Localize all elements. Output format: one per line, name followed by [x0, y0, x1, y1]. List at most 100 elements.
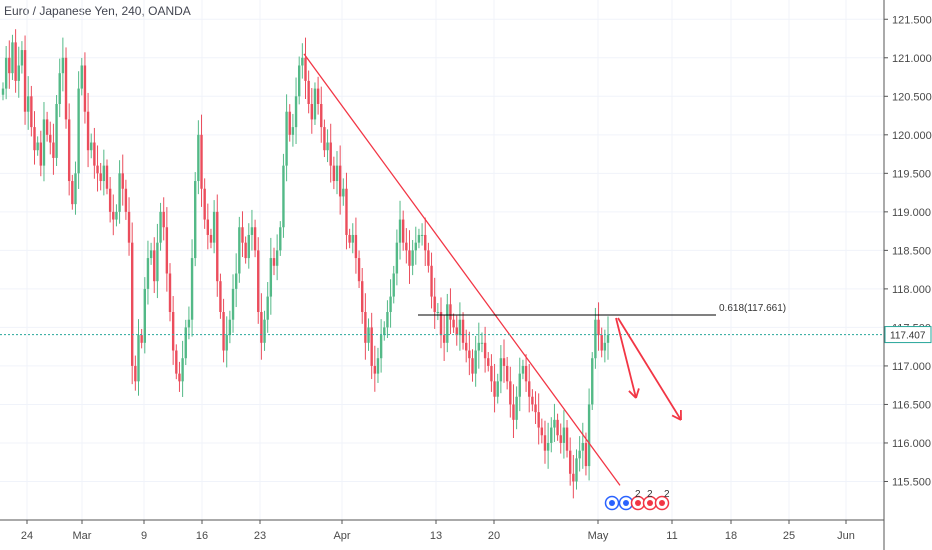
candle[interactable] [502, 358, 506, 366]
candle[interactable] [14, 42, 17, 81]
candle[interactable] [528, 381, 531, 397]
candle[interactable] [550, 427, 553, 443]
candle[interactable] [543, 435, 547, 451]
candle[interactable] [294, 96, 298, 128]
candle[interactable] [153, 250, 156, 282]
candle[interactable] [39, 142, 43, 166]
candle[interactable] [606, 335, 610, 343]
candle[interactable] [203, 188, 206, 220]
candle[interactable] [326, 142, 329, 151]
candle[interactable] [162, 211, 165, 228]
candle[interactable] [338, 165, 342, 197]
candle[interactable] [181, 358, 184, 382]
candle[interactable] [342, 188, 345, 197]
candle[interactable] [518, 373, 521, 397]
candle[interactable] [297, 65, 301, 97]
candle[interactable] [291, 127, 295, 135]
candle[interactable] [351, 234, 354, 243]
candle[interactable] [477, 342, 481, 351]
candle[interactable] [137, 335, 140, 382]
projection-arrow[interactable] [617, 317, 682, 421]
candle[interactable] [575, 458, 578, 482]
candle[interactable] [279, 227, 282, 251]
candle[interactable] [231, 288, 235, 320]
candle[interactable] [427, 250, 430, 266]
candle[interactable] [521, 365, 525, 374]
candle[interactable] [496, 381, 499, 397]
candle[interactable] [124, 188, 128, 212]
candle[interactable] [115, 211, 118, 220]
candle[interactable] [140, 335, 143, 343]
candle[interactable] [194, 181, 197, 259]
candle[interactable] [389, 296, 392, 312]
earnings-icon[interactable] [630, 495, 646, 511]
candle[interactable] [332, 165, 336, 182]
candle[interactable] [512, 404, 515, 420]
candle[interactable] [600, 335, 603, 351]
candle[interactable] [439, 312, 443, 336]
candle[interactable] [219, 281, 222, 312]
candle[interactable] [105, 165, 109, 189]
candle[interactable] [67, 119, 71, 182]
candle[interactable] [490, 365, 493, 382]
candle[interactable] [17, 65, 20, 81]
candle[interactable] [285, 111, 288, 166]
candle[interactable] [436, 312, 440, 313]
symbol-name[interactable]: Euro / Japanese Yen [4, 4, 115, 18]
candle[interactable] [493, 381, 496, 397]
candle[interactable] [159, 211, 162, 243]
candle[interactable] [171, 312, 175, 351]
candle[interactable] [99, 173, 102, 182]
candle[interactable] [320, 104, 323, 128]
candle[interactable] [584, 442, 588, 467]
candle[interactable] [386, 312, 389, 328]
candle[interactable] [27, 96, 30, 112]
candle[interactable] [275, 250, 279, 266]
candle[interactable] [206, 219, 210, 235]
candle[interactable] [1, 88, 5, 95]
candle[interactable] [597, 319, 600, 336]
candle[interactable] [86, 111, 90, 151]
projection-arrow[interactable] [615, 317, 637, 399]
candle[interactable] [197, 134, 200, 182]
candle[interactable] [559, 435, 562, 443]
candle[interactable] [42, 119, 46, 166]
candle[interactable] [446, 304, 449, 343]
candle[interactable] [323, 127, 326, 151]
candle[interactable] [4, 57, 8, 89]
candle[interactable] [146, 258, 150, 289]
candle[interactable] [474, 350, 477, 374]
candle[interactable] [345, 188, 348, 235]
candle[interactable] [234, 273, 238, 289]
candle[interactable] [553, 419, 556, 428]
candle[interactable] [165, 227, 169, 274]
candle[interactable] [401, 219, 405, 243]
candle[interactable] [581, 442, 584, 451]
candle[interactable] [430, 265, 433, 297]
candle[interactable] [121, 173, 124, 189]
candle[interactable] [269, 258, 273, 297]
candle[interactable] [335, 165, 339, 182]
candle[interactable] [209, 234, 213, 243]
candle[interactable] [222, 312, 225, 351]
candle[interactable] [408, 250, 411, 266]
candle[interactable] [603, 342, 607, 351]
candle[interactable] [316, 88, 320, 104]
candle[interactable] [288, 111, 291, 135]
candle[interactable] [540, 427, 544, 436]
earnings-icon[interactable] [654, 495, 670, 511]
candle[interactable] [578, 450, 581, 459]
candle[interactable] [405, 242, 408, 251]
candle[interactable] [483, 342, 487, 359]
candle[interactable] [420, 234, 424, 236]
candle[interactable] [568, 450, 572, 474]
interval-label[interactable]: 240 [121, 4, 142, 18]
candle[interactable] [77, 88, 80, 174]
candle[interactable] [175, 350, 178, 374]
candle[interactable] [537, 412, 540, 428]
candle[interactable] [357, 258, 361, 282]
candle[interactable] [392, 273, 395, 297]
earnings-icon[interactable] [642, 495, 658, 511]
candle[interactable] [11, 42, 14, 74]
candle[interactable] [282, 165, 285, 228]
